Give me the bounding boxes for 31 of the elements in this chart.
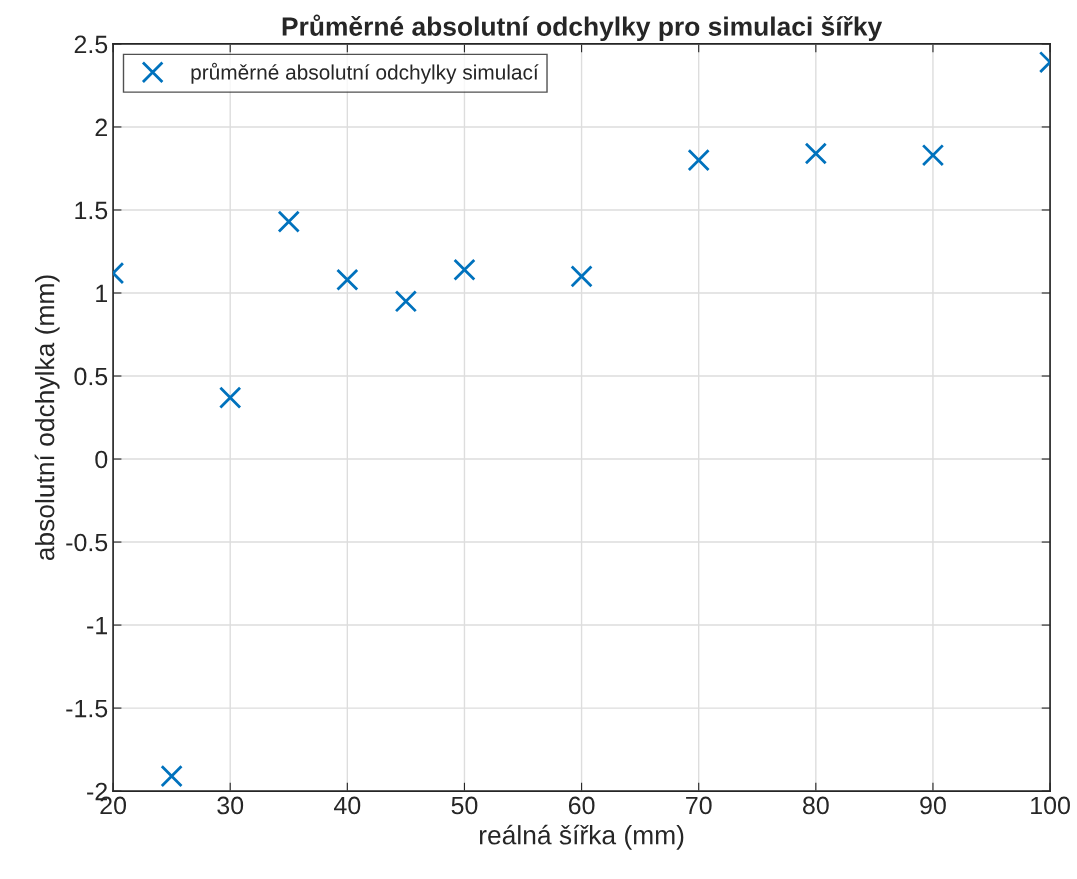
x-tick-label: 30 <box>217 796 244 815</box>
y-tick-label: 2.5 <box>74 35 108 54</box>
y-tick-label: -1.5 <box>66 699 108 718</box>
point <box>219 386 242 409</box>
point <box>570 265 593 288</box>
y-tick-label: -1 <box>87 616 108 635</box>
y-tick-label: 1 <box>96 284 108 303</box>
point <box>277 210 300 233</box>
x-tick-label: 40 <box>334 796 361 815</box>
x-tick-label: 50 <box>451 796 478 815</box>
x-tick-label: 80 <box>803 796 829 815</box>
point <box>160 764 183 788</box>
point <box>453 258 476 281</box>
point <box>687 148 710 172</box>
point <box>394 290 418 313</box>
x-tick-label: 60 <box>568 796 595 815</box>
y-tick-label: 2 <box>95 118 107 137</box>
chart-title: Průměrné absolutní odchylky pro simulaci šířky <box>282 14 883 42</box>
x-axis-title: reálná šířka (mm) <box>479 824 684 850</box>
y-tick-label: 0 <box>95 450 108 469</box>
y-tick-label: 0.5 <box>74 367 108 386</box>
y-tick-label: 1.5 <box>75 201 108 220</box>
x-tick-label: 100 <box>1031 796 1070 815</box>
y-axis-title: absolutní odchylka (mm) <box>34 275 60 561</box>
legend-label: průměrné absolutní odchylky simulací <box>191 62 539 84</box>
point <box>921 143 945 167</box>
x-tick-label: 90 <box>920 796 946 815</box>
x-tick-label: 70 <box>686 796 712 815</box>
point <box>336 268 359 291</box>
y-tick-label: -0.5 <box>66 533 108 552</box>
point <box>804 142 828 165</box>
